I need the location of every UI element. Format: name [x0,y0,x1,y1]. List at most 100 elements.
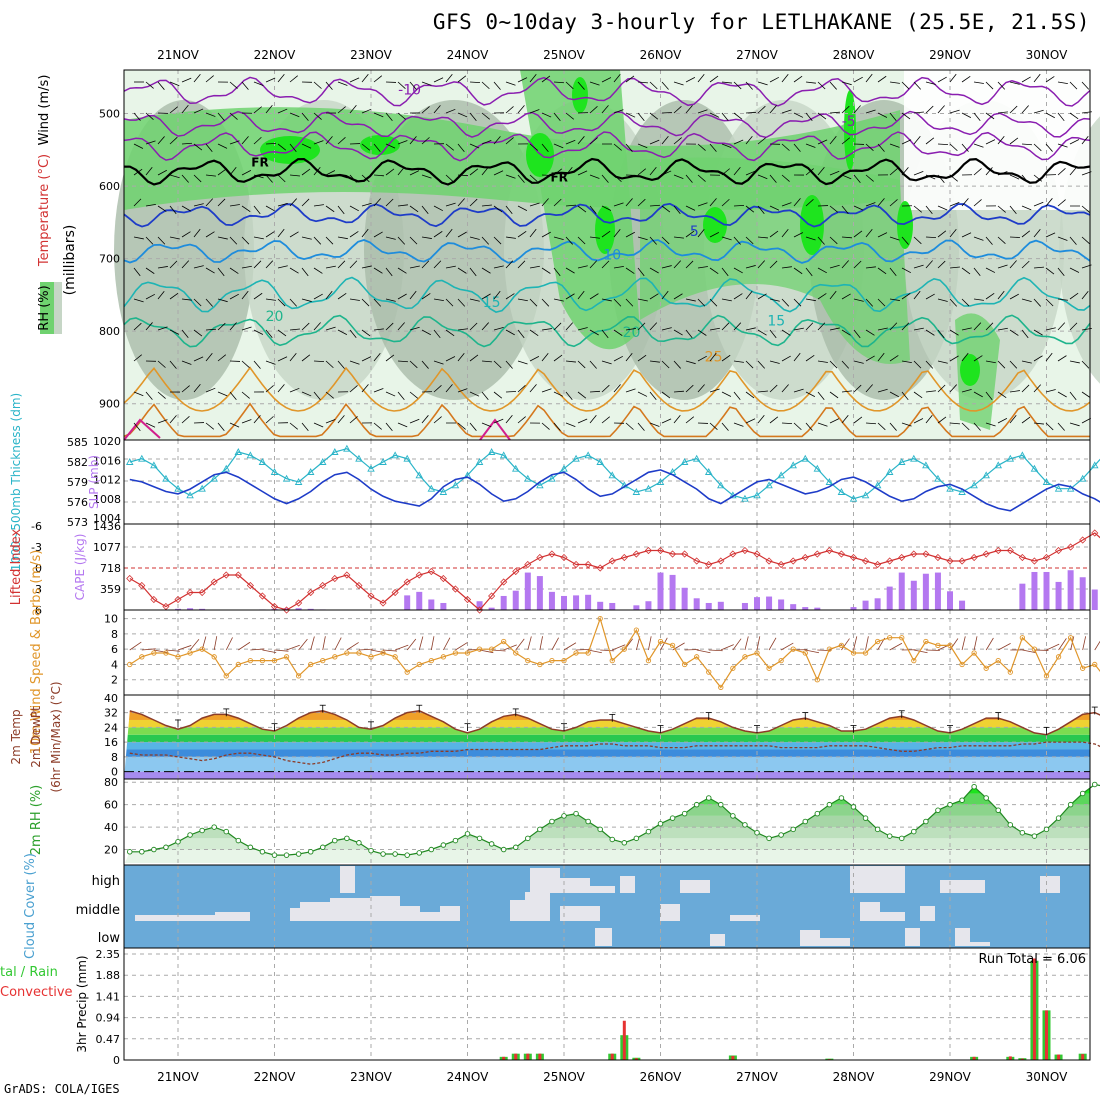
wind-barb [733,236,741,245]
wind-barb [589,205,597,215]
rh-point [633,835,640,842]
wind-barb [277,228,285,238]
wind-barb [877,352,885,362]
wind-barb [625,231,635,238]
thickness-point [765,481,773,489]
thickness-point [125,458,134,465]
wind-barb [1021,260,1030,269]
wind-barb [481,422,492,428]
date-label-bottom: 23NOV [350,1070,392,1084]
wind-barb [358,648,373,651]
wind-barb [481,139,492,145]
lifted-point [548,550,556,558]
wind-barb [817,139,828,145]
wind-barb [901,236,909,245]
chart-title: GFS 0~10day 3-hourly for LETLHAKANE (25.… [432,10,1090,34]
date-label-bottom: 26NOV [640,1070,682,1084]
rh-band [124,793,1090,805]
wind-barb [661,265,672,269]
wind-barb [265,231,275,238]
wind-barb [337,415,345,424]
wind-barb [877,112,888,118]
wind-point [935,642,941,649]
wind-barb [181,260,190,269]
lifted-point [174,595,182,604]
wind-barb [265,77,276,83]
wind-barb [1045,267,1055,275]
wind-barb [217,143,228,149]
wind-barb [553,112,561,121]
wind-barb [685,230,695,238]
rh-point [706,795,712,801]
wind-barb [409,326,420,331]
wind-barb [817,391,825,401]
cape-bar [561,595,567,610]
wind-barb [841,105,850,114]
rh-point [368,847,374,854]
wind-barb [757,205,765,215]
cape-bar [1079,577,1086,610]
lifted-point [1042,553,1051,562]
temp-band [124,710,1090,713]
wind-barb [889,112,897,122]
wind-point [633,627,640,633]
thickness-point [1090,461,1099,469]
wind-barb [913,391,923,399]
rh-point [537,826,543,833]
lifted-point [729,550,737,558]
rh-point [911,828,917,835]
cape-bar [512,590,519,610]
panel-ylabel: 2m DewPt [29,706,43,768]
wind-barb [253,174,264,179]
wind-barb [370,649,385,654]
panel-ylabel: RH (%) [37,285,52,330]
wind-barb [685,298,696,302]
lifted-point [500,578,508,586]
yaxis-right-tick-label: 359 [100,583,121,596]
wind-barb [157,169,167,176]
wind-barb [757,390,768,393]
wind-barb [697,174,706,182]
wind-barb [625,422,634,430]
cloud-block [560,906,600,921]
wind-barb [889,199,898,207]
wind-barb [577,391,587,399]
lifted-point [367,592,375,600]
wind-barb [781,228,789,238]
wind-barb [649,204,661,207]
wind-barb [937,384,946,393]
wind-barb [157,266,168,269]
wind-barb [865,422,877,425]
wind-barb [589,390,601,393]
wind-barb [469,422,477,431]
wind-barb [157,391,166,399]
wind-barb [877,422,886,431]
wind-barb [433,360,444,365]
lifted-point [343,571,351,579]
wind-barb [409,136,417,145]
cloud-block [340,866,355,893]
rh-point [1031,833,1038,839]
wind-barb [397,236,406,245]
rh-point [500,846,507,853]
rh-point [730,813,736,819]
wind-barb [685,329,693,339]
wind-barb [673,137,682,145]
wind-barb [589,329,599,336]
wind-barb [313,267,323,274]
wind-barb [733,267,743,274]
wind-barb [1069,81,1078,90]
wind-barb [997,171,1008,176]
wind-barb [373,422,382,430]
ylabel-part: 2m Temp [9,709,23,764]
lifted-point [777,560,785,569]
yaxis-right-tick-label: 1077 [93,541,121,554]
contour-label: 15 [767,313,785,329]
wind-barb [949,355,959,362]
wind-barb [769,329,777,339]
wind-barb [383,649,398,652]
wind-barb [313,360,325,363]
wind-barb [577,265,588,269]
cloud-block [595,928,612,946]
wind-barb [205,422,215,430]
